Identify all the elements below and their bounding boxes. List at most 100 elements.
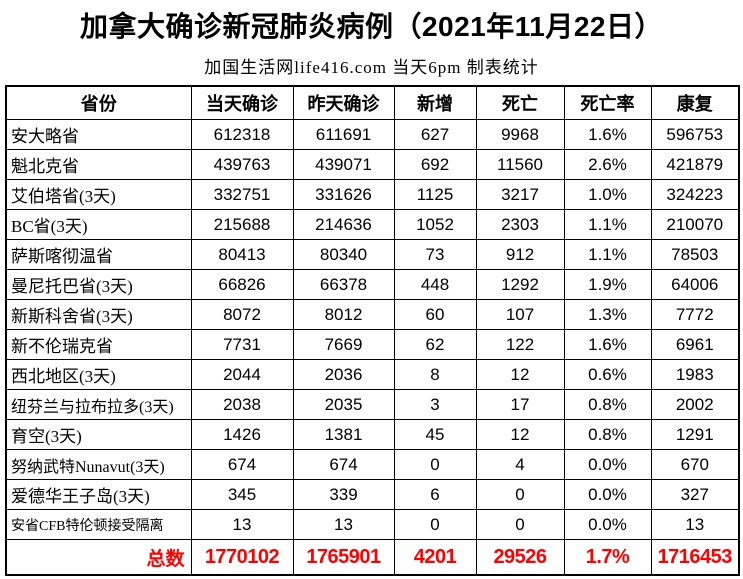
cell-death-rate: 0.8% bbox=[563, 389, 652, 420]
cell-province: 新不伦瑞克省 bbox=[5, 329, 192, 360]
cell-death-rate: 1.3% bbox=[563, 299, 652, 330]
cell-new: 692 bbox=[393, 149, 477, 180]
total-recovered: 1716453 bbox=[650, 539, 740, 576]
cell-death-rate: 0.6% bbox=[563, 359, 652, 390]
cell-today: 1426 bbox=[190, 419, 294, 450]
cell-death-rate: 0.0% bbox=[563, 449, 652, 480]
table-row: 艾伯塔省(3天) 332751 331626 1125 3217 1.0% 32… bbox=[5, 179, 740, 210]
table-row: 魁北克省 439763 439071 692 11560 2.6% 421879 bbox=[5, 149, 740, 180]
table-header-row: 省份 当天确诊 昨天确诊 新增 死亡 死亡率 康复 bbox=[5, 85, 740, 120]
cell-deaths: 12 bbox=[475, 419, 565, 450]
cell-deaths: 17 bbox=[475, 389, 565, 420]
page-title: 加拿大确诊新冠肺炎病例（2021年11月22日） bbox=[79, 11, 664, 42]
cell-death-rate: 1.0% bbox=[563, 179, 652, 210]
cell-today: 2038 bbox=[190, 389, 294, 420]
cell-death-rate: 1.1% bbox=[563, 209, 652, 240]
cell-today: 8072 bbox=[190, 299, 294, 330]
cell-yesterday: 439071 bbox=[292, 149, 395, 180]
cell-new: 62 bbox=[393, 329, 477, 360]
cell-today: 215688 bbox=[190, 209, 294, 240]
cell-recovered: 210070 bbox=[650, 209, 740, 240]
cell-new: 0 bbox=[393, 509, 477, 540]
total-new: 4201 bbox=[393, 539, 477, 576]
table-row: 新不伦瑞克省 7731 7669 62 122 1.6% 6961 bbox=[5, 329, 740, 360]
cell-yesterday: 2035 bbox=[292, 389, 395, 420]
cell-yesterday: 66378 bbox=[292, 269, 395, 300]
page-subtitle: 加国生活网life416.com 当天6pm 制表统计 bbox=[204, 58, 539, 77]
column-header-today: 当天确诊 bbox=[190, 85, 294, 120]
cell-yesterday: 7669 bbox=[292, 329, 395, 360]
cell-new: 45 bbox=[393, 419, 477, 450]
cell-death-rate: 1.6% bbox=[563, 119, 652, 150]
cell-today: 13 bbox=[190, 509, 294, 540]
cell-deaths: 107 bbox=[475, 299, 565, 330]
table-row: 新斯科舍省(3天) 8072 8012 60 107 1.3% 7772 bbox=[5, 299, 740, 330]
cell-deaths: 9968 bbox=[475, 119, 565, 150]
cell-new: 448 bbox=[393, 269, 477, 300]
table-row: 育空(3天) 1426 1381 45 12 0.8% 1291 bbox=[5, 419, 740, 450]
total-label: 总数 bbox=[5, 539, 192, 576]
cell-death-rate: 2.6% bbox=[563, 149, 652, 180]
table-row: 安省CFB特伦顿接受隔离 13 13 0 0 0.0% 13 bbox=[5, 509, 740, 540]
cell-province: 西北地区(3天) bbox=[5, 359, 192, 390]
cell-recovered: 1983 bbox=[650, 359, 740, 390]
cell-recovered: 2002 bbox=[650, 389, 740, 420]
column-header-province: 省份 bbox=[5, 85, 192, 120]
cell-recovered: 64006 bbox=[650, 269, 740, 300]
cell-new: 3 bbox=[393, 389, 477, 420]
total-yesterday: 1765901 bbox=[292, 539, 395, 576]
cell-yesterday: 2036 bbox=[292, 359, 395, 390]
cell-deaths: 912 bbox=[475, 239, 565, 270]
cell-yesterday: 1381 bbox=[292, 419, 395, 450]
cell-province: 育空(3天) bbox=[5, 419, 192, 450]
cell-yesterday: 13 bbox=[292, 509, 395, 540]
cell-yesterday: 331626 bbox=[292, 179, 395, 210]
total-deaths: 29526 bbox=[475, 539, 565, 576]
cell-death-rate: 0.0% bbox=[563, 509, 652, 540]
cell-new: 0 bbox=[393, 449, 477, 480]
cell-province: 努纳武特Nunavut(3天) bbox=[5, 449, 192, 480]
cell-recovered: 324223 bbox=[650, 179, 740, 210]
cell-province: BC省(3天) bbox=[5, 209, 192, 240]
cell-recovered: 1291 bbox=[650, 419, 740, 450]
cell-recovered: 421879 bbox=[650, 149, 740, 180]
cell-province: 艾伯塔省(3天) bbox=[5, 179, 192, 210]
cell-new: 8 bbox=[393, 359, 477, 390]
cell-deaths: 4 bbox=[475, 449, 565, 480]
cell-today: 80413 bbox=[190, 239, 294, 270]
cell-yesterday: 611691 bbox=[292, 119, 395, 150]
cell-province: 纽芬兰与拉布拉多(3天) bbox=[5, 389, 192, 420]
cell-deaths: 12 bbox=[475, 359, 565, 390]
cell-recovered: 13 bbox=[650, 509, 740, 540]
table-row: 爱德华王子岛(3天) 345 339 6 0 0.0% 327 bbox=[5, 479, 740, 510]
table-row: 安大略省 612318 611691 627 9968 1.6% 596753 bbox=[5, 119, 740, 150]
cell-recovered: 6961 bbox=[650, 329, 740, 360]
cell-today: 7731 bbox=[190, 329, 294, 360]
cell-new: 60 bbox=[393, 299, 477, 330]
covid-stats-table: 省份 当天确诊 昨天确诊 新增 死亡 死亡率 康复 安大略省 612318 61… bbox=[5, 85, 740, 576]
table-row: 西北地区(3天) 2044 2036 8 12 0.6% 1983 bbox=[5, 359, 740, 390]
cell-death-rate: 0.8% bbox=[563, 419, 652, 450]
cell-today: 674 bbox=[190, 449, 294, 480]
cell-recovered: 670 bbox=[650, 449, 740, 480]
cell-today: 66826 bbox=[190, 269, 294, 300]
cell-new: 627 bbox=[393, 119, 477, 150]
cell-deaths: 1292 bbox=[475, 269, 565, 300]
column-header-new: 新增 bbox=[393, 85, 477, 120]
cell-new: 73 bbox=[393, 239, 477, 270]
cell-province: 爱德华王子岛(3天) bbox=[5, 479, 192, 510]
table-row: BC省(3天) 215688 214636 1052 2303 1.1% 210… bbox=[5, 209, 740, 240]
cell-deaths: 0 bbox=[475, 509, 565, 540]
cell-recovered: 327 bbox=[650, 479, 740, 510]
cell-deaths: 2303 bbox=[475, 209, 565, 240]
cell-death-rate: 0.0% bbox=[563, 479, 652, 510]
cell-province: 安省CFB特伦顿接受隔离 bbox=[5, 509, 192, 540]
cell-deaths: 0 bbox=[475, 479, 565, 510]
cell-today: 612318 bbox=[190, 119, 294, 150]
cell-recovered: 596753 bbox=[650, 119, 740, 150]
cell-deaths: 122 bbox=[475, 329, 565, 360]
cell-death-rate: 1.9% bbox=[563, 269, 652, 300]
table-row: 萨斯喀彻温省 80413 80340 73 912 1.1% 78503 bbox=[5, 239, 740, 270]
cell-yesterday: 80340 bbox=[292, 239, 395, 270]
